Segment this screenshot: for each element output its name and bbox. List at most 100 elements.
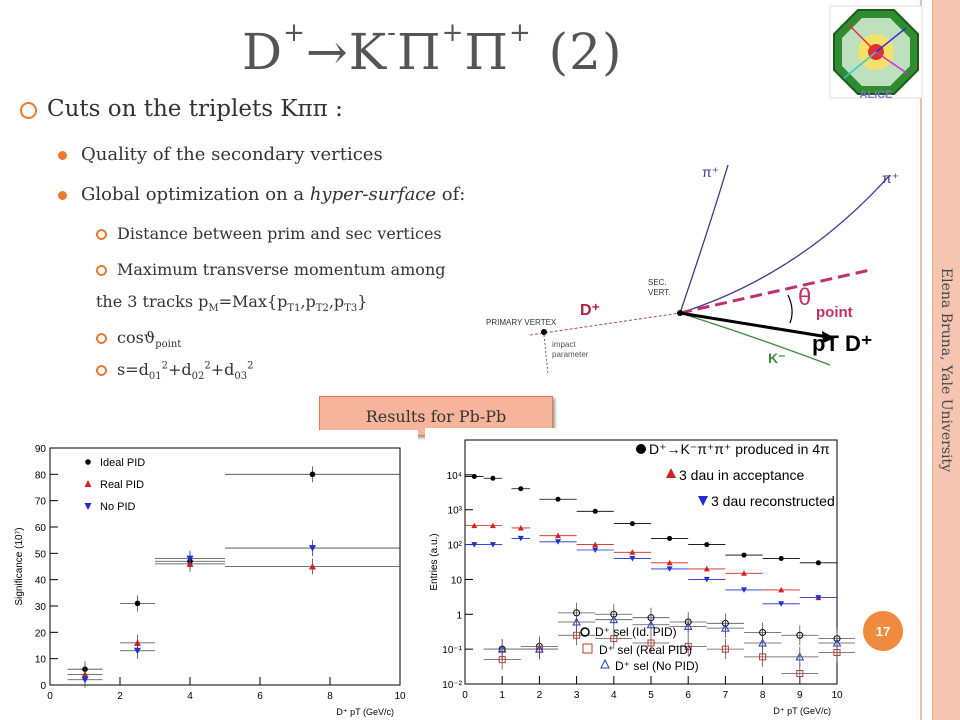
plot2-point bbox=[832, 638, 842, 647]
plot2-point bbox=[683, 621, 693, 630]
plot2-point bbox=[778, 555, 784, 561]
parameter-label: parameter bbox=[552, 350, 589, 359]
plot1-point bbox=[309, 545, 316, 552]
bullet-max-momentum-cont: the 3 tracks pM=Max{pT1,pT2,pT3} bbox=[96, 292, 368, 315]
plot1-ytick-label: 30 bbox=[35, 602, 47, 613]
flight-direction-dashed bbox=[679, 268, 871, 315]
plot2-point bbox=[703, 565, 710, 572]
bullet-max-momentum: Maximum transverse momentum among bbox=[96, 260, 445, 279]
plot2-xtick-label: 7 bbox=[723, 690, 729, 701]
plot1-ytick-label: 60 bbox=[35, 523, 47, 534]
plot1-ytick-label: 40 bbox=[35, 576, 47, 587]
plot2-legend-marker bbox=[580, 627, 590, 637]
plot1-xtick-label: 0 bbox=[47, 691, 53, 702]
plot2-point bbox=[815, 595, 822, 601]
plot2-point bbox=[490, 475, 496, 481]
alice-logo: ALICE bbox=[829, 5, 923, 100]
plot1-xtick-label: 10 bbox=[394, 691, 406, 702]
plot2-point bbox=[796, 670, 804, 678]
plot2-legend-top-text: 3 dau in acceptance bbox=[679, 467, 805, 483]
plot2-point bbox=[815, 560, 821, 566]
plot2-ytick-label: 1 bbox=[456, 610, 462, 621]
plot2-point bbox=[629, 521, 635, 527]
plot2-point bbox=[471, 473, 477, 479]
plot2-xtick-label: 5 bbox=[648, 690, 654, 701]
plot2-point bbox=[741, 587, 747, 593]
plot2-point bbox=[471, 542, 478, 548]
svg-text:ALICE: ALICE bbox=[860, 89, 893, 100]
plot2-ytick-label: 10⁻¹ bbox=[442, 645, 462, 656]
plot1-xtick-label: 6 bbox=[257, 691, 263, 702]
plot2-xtick-label: 9 bbox=[797, 690, 803, 701]
pt-d-plus-label: pT D⁺ bbox=[812, 331, 873, 356]
impact-label: impact bbox=[552, 340, 576, 349]
plot1-xtick-label: 2 bbox=[117, 691, 123, 702]
bullet-quality: Quality of the secondary vertices bbox=[58, 144, 383, 165]
plot2-legend-marker bbox=[582, 643, 593, 654]
bullet-optimization: Global optimization on a hyper-surface o… bbox=[58, 184, 465, 205]
bullet-cos-theta: cosϑpoint bbox=[96, 328, 181, 350]
primary-vertex-label: PRIMARY VERTEX bbox=[486, 318, 557, 327]
slide-title: D+→K-Π+Π+ (2) bbox=[242, 18, 623, 81]
plot2-point bbox=[778, 586, 785, 593]
plot1-point bbox=[309, 563, 316, 570]
plot2-point bbox=[667, 535, 673, 541]
sec-vert-label: SEC. bbox=[648, 278, 667, 287]
plot2-point bbox=[758, 638, 767, 647]
plot2-point bbox=[517, 524, 524, 531]
plot2-point bbox=[666, 559, 673, 566]
plot2-point bbox=[555, 496, 561, 502]
plot2-xtick-label: 6 bbox=[685, 690, 691, 701]
plot2-xtick-label: 10 bbox=[831, 690, 843, 701]
plot2-xtick-label: 2 bbox=[537, 690, 543, 701]
plot1-legend-marker bbox=[84, 480, 92, 487]
plot1-point bbox=[134, 600, 141, 607]
plot2-xtick-label: 8 bbox=[760, 690, 766, 701]
d-plus-flight-line bbox=[529, 312, 681, 336]
pi-plus-track-2 bbox=[679, 174, 891, 314]
plot2-point bbox=[721, 623, 730, 632]
plot2-point bbox=[666, 566, 673, 572]
plot2-point bbox=[573, 631, 581, 639]
plot2-point bbox=[703, 576, 710, 583]
plot1-point bbox=[81, 676, 89, 684]
plot2-legend-marker bbox=[666, 468, 676, 478]
plot2-ytick-label: 10³ bbox=[448, 506, 463, 517]
plot2-point bbox=[572, 617, 581, 626]
plot2-point bbox=[489, 542, 496, 548]
plot1-xtick-label: 8 bbox=[327, 691, 333, 702]
plot2-xtick-label: 3 bbox=[574, 690, 580, 701]
pi-plus-track-1 bbox=[679, 165, 729, 314]
plot2-ytick-label: 10⁻² bbox=[442, 680, 462, 691]
plot2-point bbox=[471, 522, 478, 529]
plot1-legend-text: Ideal PID bbox=[100, 457, 145, 469]
plot2-point bbox=[704, 542, 710, 548]
plot2-point bbox=[795, 652, 805, 661]
plot1-ytick-label: 0 bbox=[40, 681, 46, 692]
plot1-xlabel: D⁺ pT (GeV/c) bbox=[336, 707, 394, 717]
plot2-xtick-label: 4 bbox=[611, 690, 617, 701]
plot2-point bbox=[518, 486, 524, 492]
plot1-ytick-label: 90 bbox=[35, 444, 47, 455]
sec-vert-label-2: VERT. bbox=[648, 288, 671, 297]
plot2-point bbox=[741, 552, 747, 558]
plot2-point bbox=[721, 645, 729, 653]
plot2-xtick-label: 1 bbox=[499, 690, 505, 701]
pt-vector bbox=[679, 311, 829, 339]
plot2-point bbox=[555, 532, 561, 539]
plot2-legend-bottom-text: D⁺ sel (Real PID) bbox=[599, 643, 692, 657]
bullet-s-formula: s=d012+d022+d032 bbox=[96, 360, 254, 382]
page-number: 17 bbox=[863, 611, 903, 651]
right-side-bar bbox=[932, 0, 960, 720]
pi-plus-label-1: π⁺ bbox=[702, 165, 719, 180]
plot2-point bbox=[489, 522, 496, 529]
plot2-ytick-label: 10 bbox=[451, 575, 463, 586]
plot2-point bbox=[778, 601, 785, 607]
plot2-xtick-label: 0 bbox=[462, 690, 468, 701]
plot2-point bbox=[646, 620, 656, 629]
d-plus-label: D⁺ bbox=[580, 302, 600, 319]
plot2-point bbox=[741, 570, 747, 576]
plot2-legend-marker bbox=[600, 658, 610, 669]
